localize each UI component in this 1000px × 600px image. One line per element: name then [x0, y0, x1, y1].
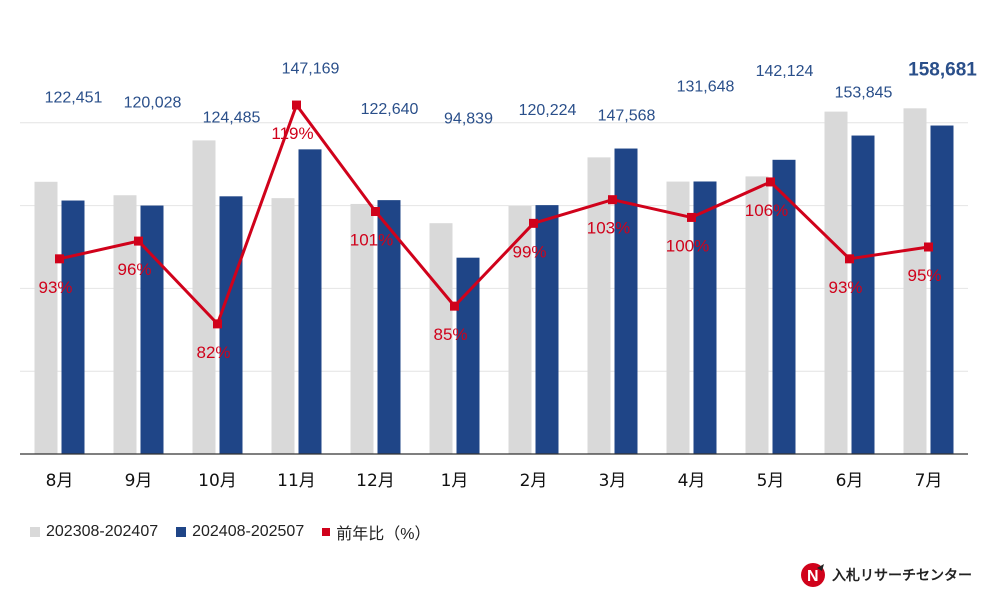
- bar-curr-1: [140, 205, 164, 454]
- bar-value-label-7: 147,568: [598, 108, 656, 125]
- nyusatsu-logo-icon: N: [801, 563, 825, 587]
- bar-curr-10: [851, 135, 875, 455]
- ratio-marker-0: [55, 254, 64, 264]
- ratio-value-label-7: 103%: [587, 219, 630, 238]
- bar-curr-5: [456, 257, 480, 454]
- bar-curr-6: [535, 205, 559, 454]
- bar-value-label-9: 142,124: [756, 63, 814, 80]
- x-tick-label-1: 9月: [125, 471, 153, 491]
- bar-prev-8: [666, 181, 690, 454]
- ratio-value-label-0: 93%: [38, 278, 72, 297]
- ratio-marker-11: [924, 242, 933, 252]
- bar-value-label-6: 120,224: [519, 102, 577, 119]
- bar-prev-4: [350, 203, 374, 454]
- bar-value-label-5: 94,839: [444, 111, 493, 128]
- legend-label-curr: 202408-202507: [192, 523, 305, 540]
- ratio-value-label-10: 93%: [828, 278, 862, 297]
- ratio-value-label-11: 95%: [907, 266, 941, 285]
- brand-logo: N 入札リサーチセンター: [800, 562, 972, 588]
- x-tick-label-10: 6月: [836, 471, 864, 491]
- bar-prev-6: [508, 206, 532, 454]
- ratio-value-label-4: 101%: [350, 231, 393, 250]
- ratio-marker-5: [450, 301, 459, 311]
- bar-prev-3: [271, 198, 295, 454]
- bar-prev-7: [587, 157, 611, 454]
- bar-value-label-11: 158,681: [908, 60, 977, 81]
- x-tick-label-2: 10月: [198, 471, 237, 491]
- bar-curr-3: [298, 149, 322, 454]
- bar-prev-0: [34, 181, 58, 455]
- x-tick-label-3: 11月: [277, 471, 316, 491]
- ratio-marker-8: [687, 212, 696, 222]
- bar-value-label-4: 122,640: [361, 101, 419, 118]
- ratio-line: [59, 103, 929, 326]
- legend-swatch-prev: [30, 527, 40, 537]
- ratio-value-label-1: 96%: [117, 260, 151, 279]
- bar-curr-4: [377, 200, 401, 454]
- x-tick-label-6: 2月: [520, 471, 548, 491]
- bar-prev-11: [903, 108, 927, 454]
- x-tick-label-4: 12月: [356, 471, 395, 491]
- ratio-marker-7: [608, 195, 617, 205]
- legend-item-ratio: 前年比（%）: [322, 520, 430, 544]
- legend-item-curr: 202408-202507: [176, 523, 304, 541]
- ratio-marker-4: [371, 207, 380, 217]
- bar-curr-7: [614, 148, 638, 454]
- ratio-marker-10: [845, 254, 854, 264]
- combo-chart: 8月 9月 10月 11月 12月 1月 2月 3月 4月 5月 6月 7月 122,451 120,02…: [20, 60, 977, 491]
- svg-text:N: N: [807, 568, 819, 585]
- ratio-marker-2: [213, 319, 222, 329]
- ratio-value-label-5: 85%: [433, 325, 467, 344]
- ratio-value-label-2: 82%: [196, 343, 230, 362]
- ratio-marker-9: [766, 177, 775, 187]
- legend-swatch-ratio: [322, 528, 331, 536]
- bar-curr-9: [772, 159, 796, 454]
- bar-prev-1: [113, 195, 137, 454]
- ratio-value-label-8: 100%: [666, 236, 709, 255]
- bar-value-label-8: 131,648: [677, 78, 735, 95]
- ratio-value-label-6: 99%: [512, 242, 546, 261]
- bar-prev-9: [745, 176, 769, 454]
- x-tick-label-7: 3月: [599, 471, 627, 491]
- x-tick-label-5: 1月: [441, 471, 469, 491]
- ratio-value-label-9: 106%: [745, 201, 788, 220]
- legend-item-prev: 202308-202407: [30, 523, 158, 541]
- bar-value-label-1: 120,028: [124, 95, 182, 112]
- ratio-marker-3: [292, 100, 301, 110]
- bar-value-label-0: 122,451: [45, 90, 103, 107]
- ratio-marker-1: [134, 236, 143, 246]
- bar-value-label-3: 147,169: [282, 60, 340, 77]
- ratio-value-label-3: 119%: [271, 124, 313, 143]
- legend-label-prev: 202308-202407: [46, 523, 159, 540]
- bar-curr-2: [219, 196, 243, 455]
- bar-value-label-10: 153,845: [835, 85, 893, 102]
- bar-prev-2: [192, 140, 216, 454]
- bar-curr-8: [693, 181, 717, 454]
- x-tick-label-0: 8月: [46, 471, 74, 491]
- x-tick-label-9: 5月: [757, 471, 785, 491]
- legend-swatch-curr: [176, 527, 187, 537]
- bar-curr-0: [61, 200, 85, 454]
- logo-text: 入札リサーチセンター: [832, 568, 972, 584]
- bar-value-label-2: 124,485: [203, 109, 261, 126]
- bar-prev-10: [824, 111, 848, 454]
- x-tick-label-8: 4月: [678, 471, 706, 491]
- bar-curr-11: [930, 125, 954, 454]
- legend-label-ratio: 前年比（%）: [336, 526, 431, 543]
- x-tick-label-11: 7月: [915, 471, 943, 491]
- ratio-marker-6: [529, 218, 538, 228]
- chart-legend: 202308-202407 202408-202507 前年比（%）: [30, 520, 448, 544]
